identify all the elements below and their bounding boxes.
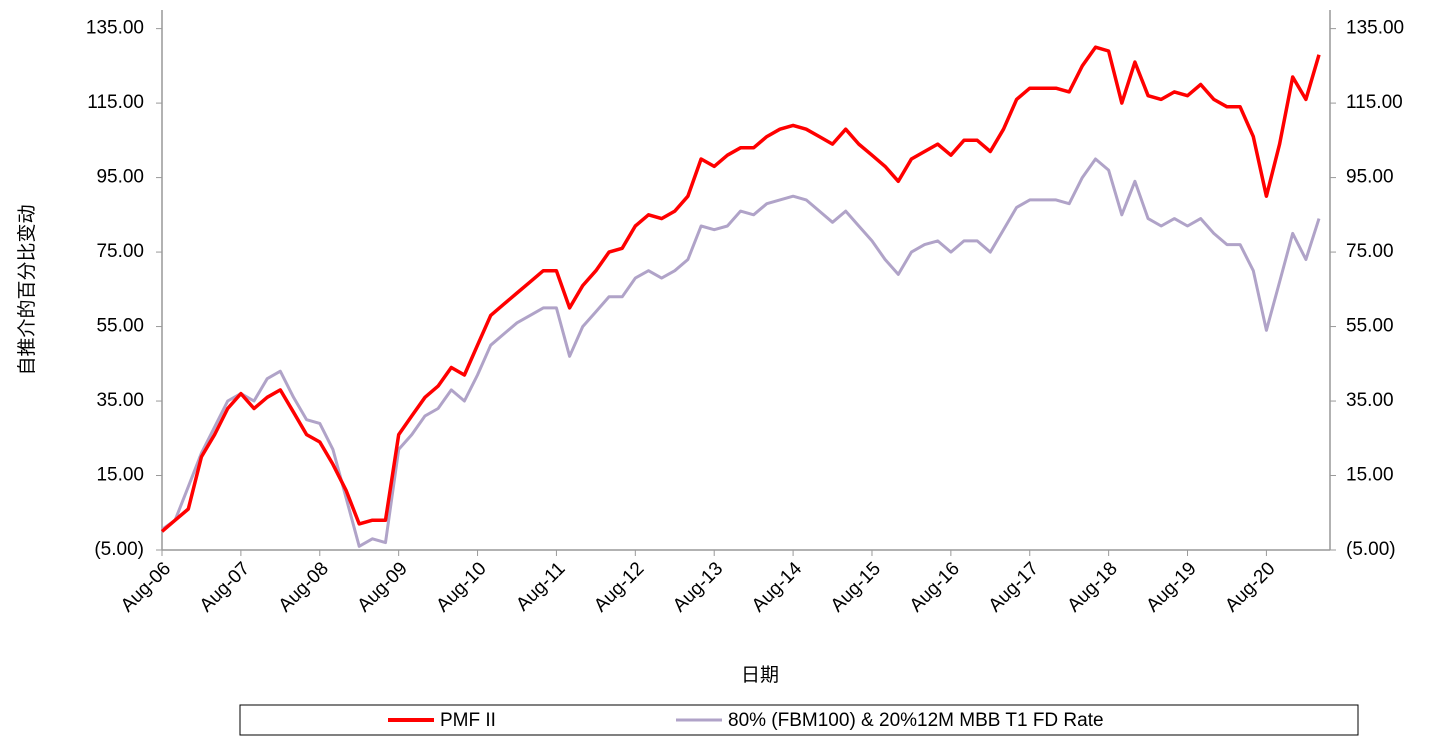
x-axis-title: 日期 <box>741 664 779 686</box>
y-tick-label: 135.00 <box>86 18 144 39</box>
y-tick-label: 35.00 <box>96 390 144 411</box>
y-tick-label: 55.00 <box>96 316 144 337</box>
legend-label: PMF II <box>440 710 496 731</box>
y-axis-title: 自推介的百分比变动 <box>16 204 38 375</box>
series-line <box>160 45 1321 533</box>
y2-tick-label: 35.00 <box>1346 390 1394 411</box>
y-tick-label: (5.00) <box>94 539 144 560</box>
y2-tick-label: 135.00 <box>1346 18 1404 39</box>
x-tick-label: Aug-17 <box>985 558 1043 616</box>
legend-label: 80% (FBM100) & 20%12M MBB T1 FD Rate <box>728 710 1104 731</box>
x-tick-label: Aug-18 <box>1064 558 1122 616</box>
x-tick-label: Aug-06 <box>117 558 175 616</box>
x-tick-label: Aug-14 <box>748 558 806 616</box>
x-tick-label: Aug-20 <box>1221 558 1279 616</box>
y2-tick-label: 75.00 <box>1346 241 1394 262</box>
x-tick-label: Aug-07 <box>196 558 254 616</box>
x-tick-label: Aug-08 <box>275 558 333 616</box>
x-tick-label: Aug-19 <box>1142 558 1200 616</box>
legend-box <box>239 704 1359 736</box>
x-tick-label: Aug-16 <box>906 558 964 616</box>
x-tick-label: Aug-12 <box>590 558 648 616</box>
series-line <box>161 157 1321 548</box>
y2-tick-label: 95.00 <box>1346 167 1394 188</box>
x-tick-label: Aug-15 <box>827 558 885 616</box>
y2-tick-label: 55.00 <box>1346 316 1394 337</box>
y-tick-label: 15.00 <box>96 465 144 486</box>
x-tick-label: Aug-13 <box>669 558 727 616</box>
x-tick-label: Aug-09 <box>354 558 412 616</box>
y2-tick-label: 115.00 <box>1346 92 1403 113</box>
y-tick-label: 115.00 <box>87 92 144 113</box>
x-tick-label: Aug-11 <box>512 558 569 615</box>
y2-tick-label: 15.00 <box>1346 465 1394 486</box>
y-tick-label: 95.00 <box>96 167 144 188</box>
y-tick-label: 75.00 <box>96 241 144 262</box>
y2-tick-label: (5.00) <box>1346 539 1396 560</box>
x-tick-label: Aug-10 <box>432 558 490 616</box>
